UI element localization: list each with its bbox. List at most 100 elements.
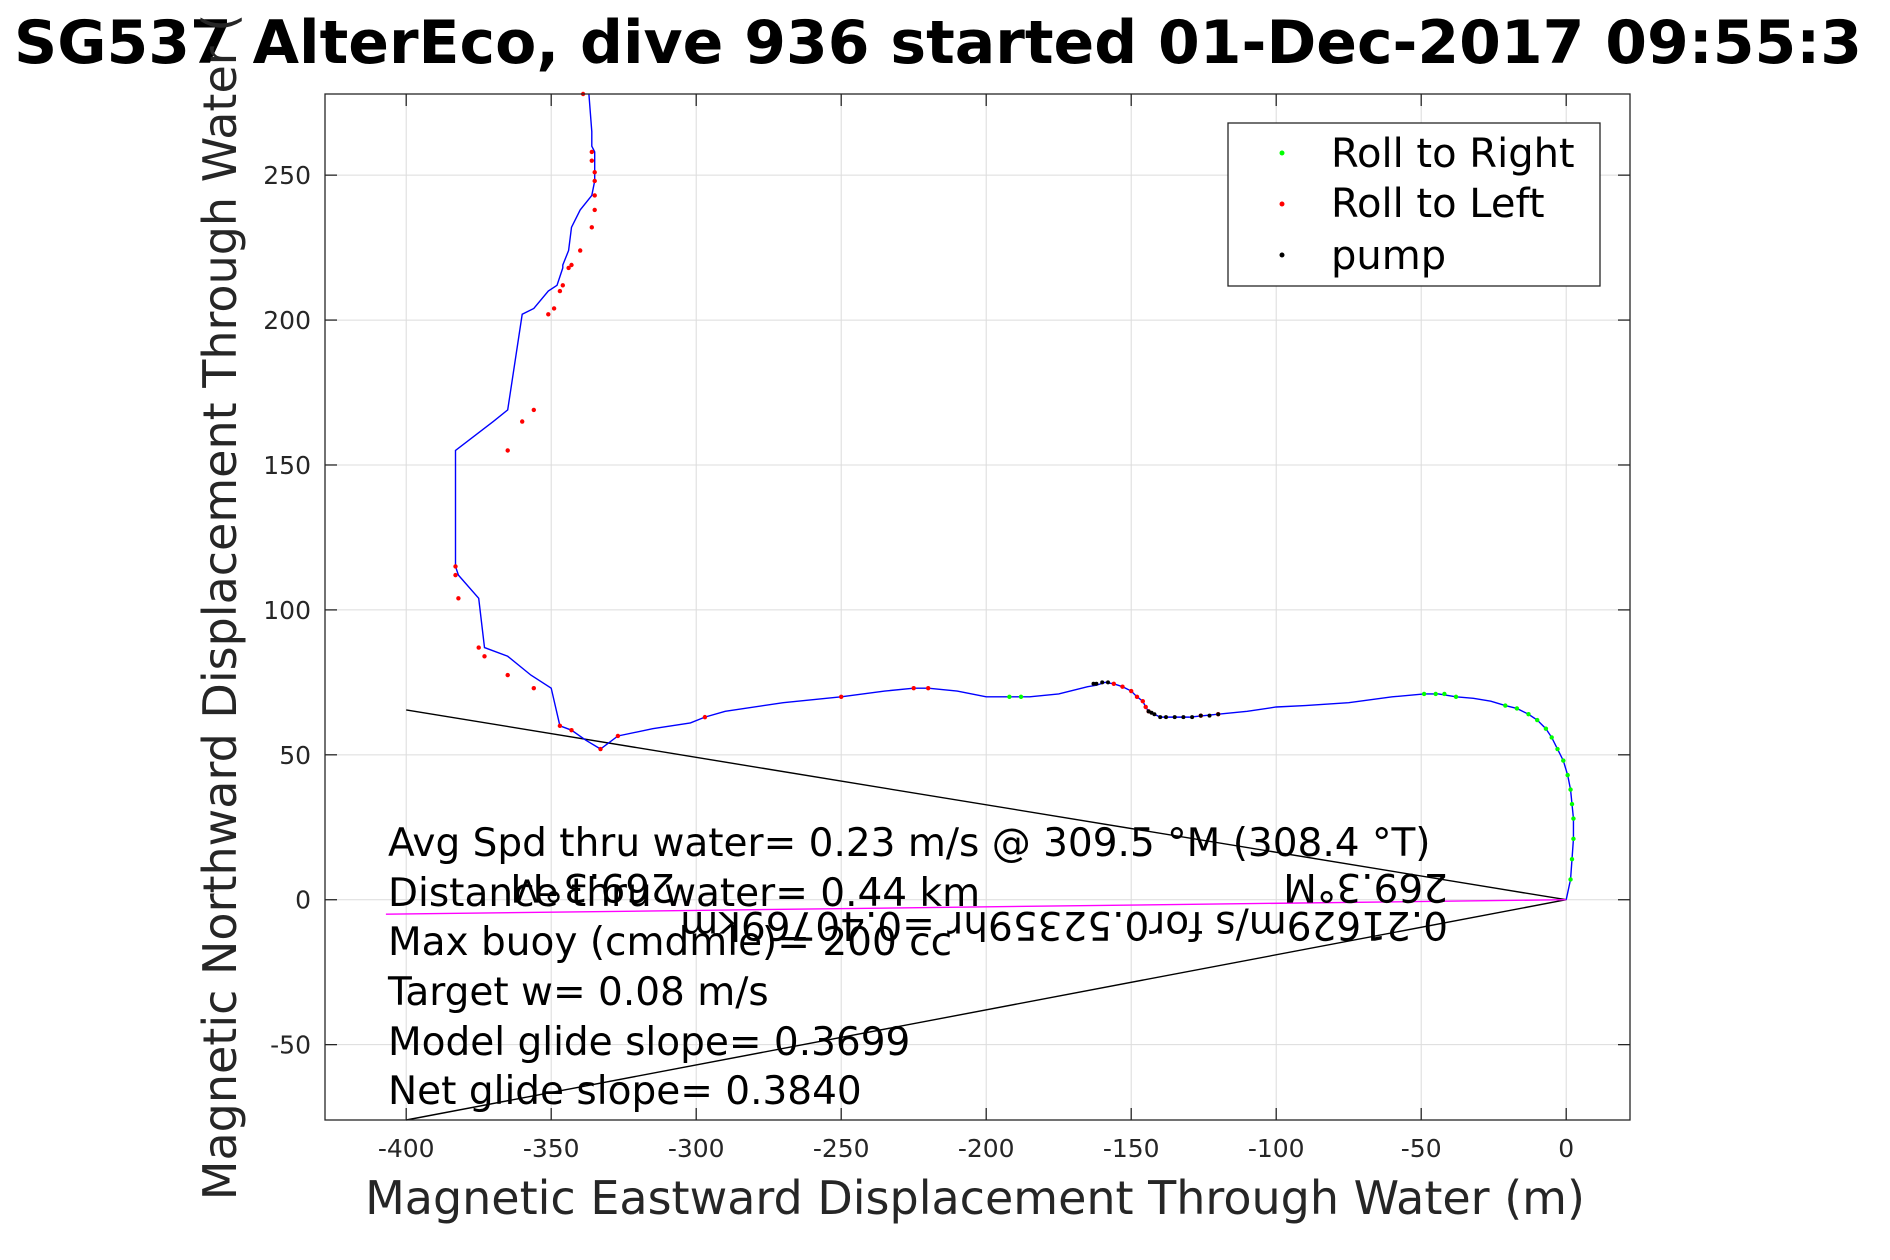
roll-right-point <box>1571 836 1576 842</box>
roll-left-point <box>453 564 458 569</box>
roll-right-point <box>1514 706 1520 711</box>
reference-lines <box>385 709 1567 1121</box>
roll-left-point <box>592 170 597 175</box>
roll-left-point <box>476 645 481 650</box>
x-tick-label: -250 <box>813 1134 870 1163</box>
pump-point <box>1146 709 1151 714</box>
roll-left-point <box>592 178 597 184</box>
legend-box <box>1227 122 1601 287</box>
roll-right-point <box>1442 691 1447 697</box>
y-tick-label: 50 <box>279 741 311 770</box>
y-tick-label: 0 <box>295 886 311 915</box>
roll-right-point <box>1453 694 1459 700</box>
y-axis-ticks: -50 0 50 100 150 200 250 <box>263 161 1630 1060</box>
legend-label-pump: pump <box>1331 233 1446 279</box>
roll-right-point <box>1568 787 1573 792</box>
reference-line-2 <box>385 899 1567 915</box>
roll-left-point <box>911 685 916 691</box>
annotation-target-w: Target w= 0.08 m/s <box>387 970 769 1015</box>
roll-left-point <box>1143 704 1148 710</box>
roll-left-point <box>589 158 594 163</box>
roll-right-point <box>1568 877 1573 882</box>
legend-marker-roll-left <box>1279 201 1285 207</box>
roll-right-point <box>1018 694 1024 700</box>
roll-left-point <box>926 685 931 691</box>
roll-right-point <box>1543 726 1549 731</box>
annotation-net-glide: Net glide slope= 0.3840 <box>388 1069 862 1114</box>
roll-left-point <box>453 572 458 578</box>
annotation-model-glide: Model glide slope= 0.3699 <box>388 1020 910 1065</box>
roll-left-point <box>566 265 571 271</box>
annotation-distance: Distance thru water= 0.44 km <box>388 871 980 916</box>
roll-right-point <box>1565 772 1570 778</box>
roll-left-point <box>1140 698 1146 704</box>
annotation-max-buoy: Max buoy (cmdmle)= 200 cc <box>388 920 952 965</box>
roll-right-point <box>1549 735 1554 740</box>
roll-right-point <box>1526 712 1531 717</box>
roll-left-point <box>592 207 597 213</box>
x-tick-label: -50 <box>1401 1134 1442 1163</box>
legend-marker-roll-right <box>1279 150 1285 156</box>
plot-frame <box>324 93 1631 1121</box>
roll-right-point <box>1433 691 1438 697</box>
annotation-heading-left: 269.3°M <box>510 864 675 909</box>
markers-layer <box>453 91 1576 882</box>
annotation-avg-speed: Avg Spd thru water= 0.23 m/s @ 309.5 °M … <box>388 821 1431 866</box>
roll-right-point <box>1421 691 1427 697</box>
roll-left-point <box>589 225 594 230</box>
roll-left-point <box>557 288 563 294</box>
legend-label-roll-right: Roll to Right <box>1331 131 1575 177</box>
y-tick-label: 100 <box>263 596 311 625</box>
roll-right-point <box>1535 717 1540 723</box>
roll-right-point <box>1569 856 1575 862</box>
pump-point <box>1198 713 1203 718</box>
y-tick-label: -50 <box>270 1031 311 1060</box>
reference-line-0 <box>406 709 1567 901</box>
roll-right-point <box>1555 746 1560 752</box>
roll-left-point <box>1134 694 1140 700</box>
annotation-block: Avg Spd thru water= 0.23 m/s @ 309.5 °M … <box>387 821 1431 1114</box>
roll-left-point <box>592 193 597 198</box>
y-tick-label: 200 <box>263 306 311 335</box>
x-tick-label: -350 <box>523 1134 580 1163</box>
roll-left-point <box>589 149 594 155</box>
x-axis-ticks: -400 -350 -300 -250 -200 -150 -100 -50 0 <box>378 94 1574 1163</box>
x-tick-label: -200 <box>958 1134 1015 1163</box>
pump-point <box>1100 680 1105 685</box>
roll-left-point <box>482 654 487 659</box>
roll-left-point <box>557 723 563 729</box>
roll-left-point <box>456 596 461 601</box>
roll-left-point <box>531 685 536 691</box>
roll-left-point <box>546 312 551 317</box>
pump-point <box>1190 715 1195 720</box>
roll-right-point <box>1007 694 1012 700</box>
legend-label-roll-left: Roll to Left <box>1331 181 1545 227</box>
x-tick-label: -150 <box>1103 1134 1160 1163</box>
roll-left-point <box>560 283 565 288</box>
roll-left-point <box>615 733 621 739</box>
roll-right-point <box>1561 758 1566 763</box>
legend: Roll to Right Roll to Left pump <box>1227 122 1601 287</box>
roll-right-point <box>1571 816 1576 821</box>
roll-left-point <box>1120 684 1125 689</box>
pump-point <box>1164 715 1168 720</box>
chart-title: SG537 AlterEco, dive 936 started 01-Dec-… <box>14 8 1862 78</box>
roll-left-point <box>531 407 536 413</box>
roll-left-point <box>505 672 510 678</box>
roll-left-point <box>1111 681 1117 687</box>
roll-left-point <box>578 248 583 253</box>
roll-left-point <box>598 746 603 752</box>
annotation-heading-right: 269.3°M <box>1283 864 1448 909</box>
roll-left-point <box>569 262 574 268</box>
pump-point <box>1094 681 1099 686</box>
y-axis-label: Magnetic Northward Displacement Through … <box>193 14 247 1200</box>
pump-point <box>1091 681 1096 686</box>
roll-left-point <box>505 448 510 453</box>
rotated-annotations: 269.3°M 0.21629m/s for0.52359hr =0.40769… <box>510 864 1448 947</box>
y-tick-label: 250 <box>263 161 311 190</box>
pump-point <box>1106 680 1110 685</box>
pump-point <box>1158 715 1163 720</box>
pump-point <box>1207 713 1212 718</box>
roll-left-point <box>1129 688 1134 694</box>
